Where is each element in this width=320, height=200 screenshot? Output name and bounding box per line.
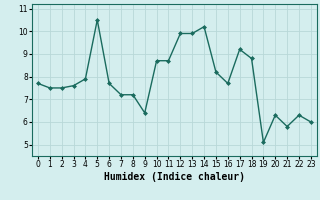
X-axis label: Humidex (Indice chaleur): Humidex (Indice chaleur): [104, 172, 245, 182]
